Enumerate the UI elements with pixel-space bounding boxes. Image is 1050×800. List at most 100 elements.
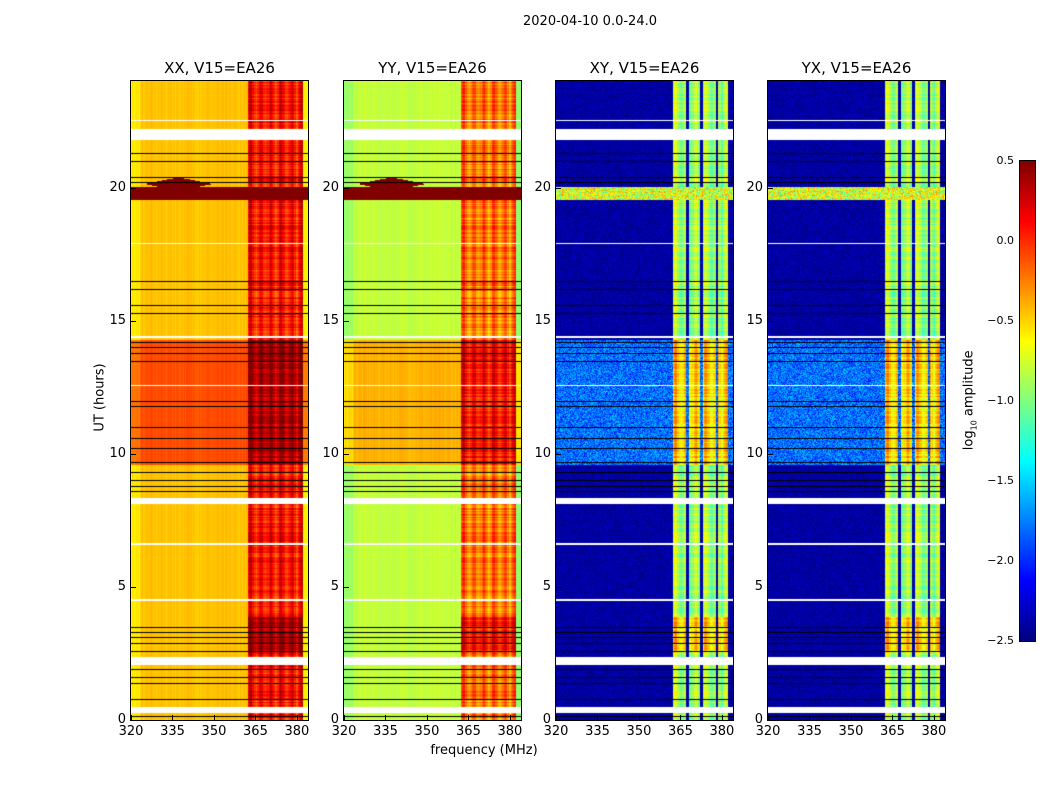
- y-tick-label: 15: [746, 312, 763, 328]
- x-tick-label: 380: [497, 724, 523, 739]
- x-tick-mark: [468, 715, 470, 720]
- y-tick-label: 0: [117, 712, 126, 727]
- y-tick-label: 10: [322, 445, 339, 461]
- y-tick-label: 20: [534, 179, 551, 195]
- y-tick-label: 0: [754, 712, 763, 727]
- y-tick-label: 15: [322, 312, 339, 328]
- x-tick-label: 380: [709, 724, 735, 739]
- x-tick-mark: [172, 715, 174, 720]
- x-tick-label: 335: [160, 724, 185, 739]
- y-tick-label: 10: [109, 445, 126, 461]
- y-tick-label: 10: [746, 445, 763, 461]
- y-tick-mark: [768, 187, 773, 189]
- x-tick-label: 335: [585, 724, 610, 739]
- x-tick-label: 350: [838, 724, 864, 739]
- heatmap-xx: [130, 80, 309, 721]
- y-tick-mark: [768, 586, 773, 588]
- x-tick-mark: [597, 715, 599, 720]
- x-tick-mark: [809, 715, 811, 720]
- x-tick-label: 380: [921, 724, 947, 739]
- x-tick-mark: [556, 715, 557, 720]
- y-tick-mark: [344, 586, 349, 588]
- y-tick-label: 5: [330, 578, 339, 594]
- y-tick-label: 5: [754, 578, 763, 594]
- x-tick-label: 320: [331, 724, 357, 739]
- x-tick-label: 350: [414, 724, 440, 739]
- x-tick-mark: [385, 715, 387, 720]
- y-tick-mark: [131, 586, 136, 588]
- x-tick-label: 350: [626, 724, 652, 739]
- y-tick-mark: [556, 586, 561, 588]
- x-tick-mark: [933, 715, 935, 720]
- y-tick-mark: [556, 453, 561, 455]
- y-tick-mark: [131, 187, 136, 189]
- x-tick-mark: [850, 715, 852, 720]
- colorbar-tick-label: −0.5: [987, 314, 1014, 327]
- y-tick-mark: [768, 453, 773, 455]
- colorbar-tick-label: 0.5: [996, 154, 1015, 167]
- x-tick-label: 365: [243, 724, 268, 739]
- y-tick-label: 20: [322, 179, 339, 195]
- y-tick-mark: [344, 187, 349, 189]
- x-tick-mark: [344, 715, 345, 720]
- x-tick-mark: [509, 715, 511, 720]
- x-tick-label: 335: [797, 724, 822, 739]
- x-tick-mark: [768, 715, 769, 720]
- colorbar-tick-label: 0.0: [996, 234, 1015, 247]
- x-tick-mark: [638, 715, 640, 720]
- y-tick-label: 20: [109, 179, 126, 195]
- panel-title-xx: XX, V15=EA26: [164, 59, 275, 77]
- x-tick-label: 320: [755, 724, 781, 739]
- y-tick-mark: [768, 320, 773, 322]
- x-tick-mark: [131, 715, 132, 720]
- colorbar: [1019, 160, 1036, 642]
- colorbar-tick-label: −2.0: [987, 554, 1014, 567]
- colorbar-label-rest: amplitude: [961, 350, 977, 421]
- colorbar-tick-label: −2.5: [987, 634, 1014, 647]
- colorbar-label: log10 amplitude: [962, 340, 979, 460]
- heatmap-canvas-xy: [556, 81, 733, 720]
- colorbar-tick-label: −1.0: [987, 394, 1014, 407]
- y-tick-mark: [556, 187, 561, 189]
- heatmap-yx: [767, 80, 946, 721]
- x-tick-label: 320: [543, 724, 569, 739]
- heatmap-canvas-yx: [768, 81, 945, 720]
- y-tick-mark: [344, 720, 349, 721]
- heatmap-xy: [555, 80, 734, 721]
- x-tick-label: 350: [201, 724, 227, 739]
- x-tick-mark: [892, 715, 894, 720]
- heatmap-canvas-yy: [344, 81, 521, 720]
- y-tick-label: 0: [542, 712, 551, 727]
- y-tick-mark: [344, 453, 349, 455]
- y-tick-label: 0: [330, 712, 339, 727]
- y-tick-mark: [768, 720, 773, 721]
- y-tick-label: 15: [534, 312, 551, 328]
- x-tick-label: 380: [284, 724, 310, 739]
- y-tick-mark: [131, 453, 136, 455]
- x-tick-label: 365: [668, 724, 693, 739]
- colorbar-label-log: log: [961, 430, 977, 451]
- colorbar-label-sub: 10: [969, 420, 979, 431]
- x-tick-mark: [680, 715, 682, 720]
- x-tick-mark: [426, 715, 428, 720]
- heatmap-yy: [343, 80, 522, 721]
- y-tick-label: 20: [746, 179, 763, 195]
- x-tick-label: 335: [373, 724, 398, 739]
- panel-title-xy: XY, V15=EA26: [589, 59, 700, 77]
- x-tick-mark: [721, 715, 723, 720]
- y-tick-label: 15: [109, 312, 126, 328]
- panel-title-yx: YX, V15=EA26: [801, 59, 912, 77]
- x-tick-label: 365: [456, 724, 481, 739]
- x-tick-mark: [296, 715, 298, 720]
- y-tick-label: 5: [542, 578, 551, 594]
- x-tick-mark: [213, 715, 215, 720]
- y-tick-label: 10: [534, 445, 551, 461]
- y-tick-mark: [131, 320, 136, 322]
- y-axis-label: UT (hours): [92, 363, 108, 432]
- x-tick-label: 365: [880, 724, 905, 739]
- x-axis-label: frequency (MHz): [430, 743, 538, 758]
- figure-title: 2020-04-10 0.0-24.0: [523, 14, 657, 29]
- y-tick-mark: [131, 720, 136, 721]
- x-tick-label: 320: [118, 724, 144, 739]
